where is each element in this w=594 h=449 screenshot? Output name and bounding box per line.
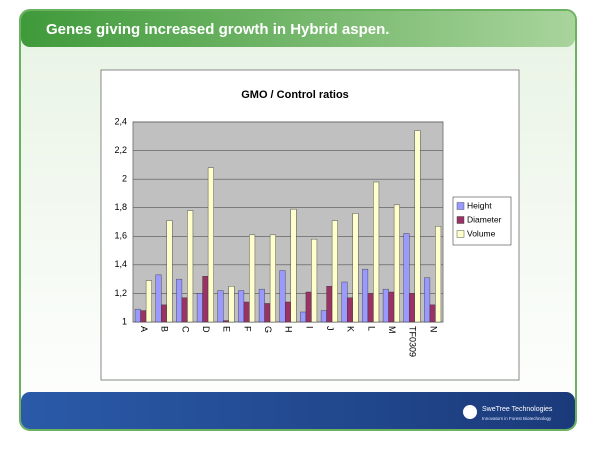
bar: [249, 234, 256, 323]
bar: [331, 220, 338, 323]
bar: [414, 130, 421, 323]
legend-label: Height: [467, 200, 492, 210]
bar: [238, 290, 245, 323]
bar: [145, 280, 152, 323]
bar: [140, 310, 147, 323]
legend-label: Volume: [467, 228, 496, 238]
x-tick-label: A: [139, 326, 149, 332]
legend-swatch: [456, 202, 465, 210]
bar: [300, 311, 307, 323]
bar: [196, 293, 203, 323]
plot-area: [132, 121, 444, 323]
y-tick-label: 1,6: [114, 231, 127, 241]
legend-label: Diameter: [467, 214, 502, 224]
bar: [155, 274, 162, 323]
y-tick-label: 2,4: [114, 116, 127, 126]
bar: [258, 288, 265, 323]
bar: [311, 238, 318, 323]
y-tick-label: 2: [122, 174, 127, 184]
x-tick-label: D: [201, 326, 211, 333]
legend-swatch: [456, 216, 465, 224]
bar: [181, 297, 188, 323]
bar: [187, 210, 194, 323]
bar: [409, 293, 415, 323]
bar: [320, 310, 327, 323]
bar: [347, 297, 353, 323]
x-tick-label: I: [304, 326, 314, 329]
footer-bar: [21, 392, 575, 429]
logo-tagline: Innovators in Forest Biotechnology: [482, 416, 552, 421]
bar: [362, 268, 369, 323]
y-tick-label: 1,2: [114, 288, 127, 298]
x-tick-label: G: [263, 326, 273, 333]
bar: [279, 270, 286, 323]
bar: [429, 304, 436, 323]
legend-swatch: [456, 230, 465, 238]
bar: [382, 288, 389, 323]
bar: [228, 286, 235, 323]
y-tick-label: 1,4: [114, 259, 127, 269]
bar: [269, 234, 276, 323]
bar: [217, 290, 224, 323]
x-tick-label: B: [160, 326, 170, 332]
bar: [161, 304, 167, 323]
bar: [326, 286, 333, 323]
y-tick-label: 1,8: [114, 202, 127, 212]
bar: [352, 213, 359, 323]
x-tick-label: N: [428, 326, 438, 333]
bar: [424, 277, 431, 323]
bar: [341, 281, 348, 323]
bar: [373, 181, 380, 323]
x-tick-label: TF0309: [408, 326, 418, 357]
x-tick-label: C: [180, 326, 190, 333]
bar: [290, 208, 297, 323]
x-tick-label: E: [222, 326, 232, 332]
slide-title: Genes giving increased growth in Hybrid …: [46, 21, 389, 38]
y-tick-label: 2,2: [114, 145, 127, 155]
x-tick-label: M: [387, 326, 397, 334]
bar: [403, 233, 410, 323]
bar: [202, 276, 209, 323]
bar: [207, 167, 214, 323]
x-tick-label: K: [346, 326, 356, 332]
y-tick-label: 1: [122, 316, 127, 326]
x-tick-label: J: [325, 326, 335, 331]
x-tick-label: H: [284, 326, 294, 333]
logo-icon: [463, 405, 477, 419]
x-tick-label: F: [242, 326, 252, 332]
x-tick-label: L: [366, 326, 376, 331]
bar: [435, 226, 442, 323]
bar: [134, 308, 141, 323]
bar: [388, 291, 395, 323]
bar: [243, 301, 250, 323]
bar: [166, 220, 173, 323]
logo-text: SweTree Technologies: [482, 406, 553, 413]
bar: [264, 303, 271, 323]
bar: [305, 291, 312, 323]
bar: [176, 278, 183, 323]
bar: [367, 293, 374, 323]
header-bar: [21, 11, 575, 47]
bar: [393, 204, 400, 323]
bar: [285, 301, 291, 323]
bar: [223, 320, 229, 323]
chart-title: GMO / Control ratios: [241, 89, 349, 101]
